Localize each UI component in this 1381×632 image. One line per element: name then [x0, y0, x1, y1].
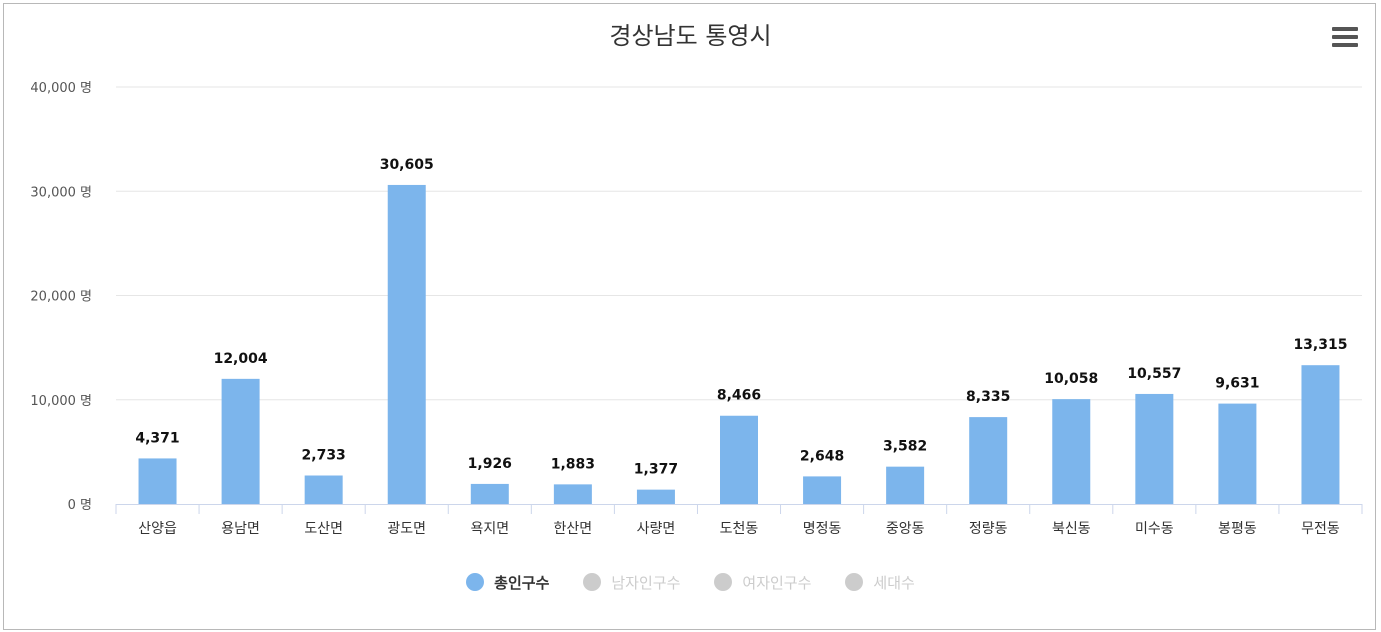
chart-frame — [3, 3, 1376, 630]
bar — [387, 184, 426, 504]
data-label: 30,605 — [380, 157, 434, 173]
bar — [886, 466, 925, 504]
bar — [636, 489, 675, 504]
bar — [1052, 399, 1091, 504]
data-label: 1,883 — [551, 456, 595, 472]
legend-label: 세대수 — [873, 573, 915, 592]
legend-item[interactable]: 여자인구수 — [714, 572, 811, 593]
hamburger-icon-line — [1332, 27, 1358, 31]
x-category-label: 중앙동 — [886, 521, 925, 537]
legend-marker-icon — [714, 573, 733, 591]
data-label: 1,926 — [468, 456, 512, 472]
y-tick-label: 10,000 명 — [30, 394, 92, 409]
x-category-label: 욕지면 — [470, 521, 509, 537]
y-tick-label: 40,000 명 — [30, 81, 92, 96]
data-label: 12,004 — [214, 351, 268, 367]
x-category-label: 용남면 — [221, 521, 260, 537]
data-label: 10,058 — [1044, 371, 1098, 387]
x-category-label: 광도면 — [387, 521, 426, 537]
x-category-label: 사량면 — [637, 521, 676, 537]
legend-label: 여자인구수 — [742, 573, 812, 592]
legend-item[interactable]: 세대수 — [845, 572, 915, 593]
bar — [138, 458, 177, 504]
bar — [969, 417, 1008, 504]
chart-menu-button[interactable] — [1328, 24, 1360, 52]
bar — [720, 415, 758, 504]
legend: 총인구수 남자인구수 여자인구수 세대수 — [0, 568, 1381, 596]
data-label: 10,557 — [1127, 366, 1181, 382]
data-label: 8,466 — [717, 388, 761, 404]
legend-label: 남자인구수 — [611, 573, 681, 592]
x-category-label: 한산면 — [554, 521, 593, 537]
y-tick-label: 30,000 명 — [30, 185, 92, 200]
bar — [1301, 365, 1340, 504]
x-category-label: 미수동 — [1135, 521, 1174, 537]
bar — [1135, 393, 1174, 504]
bar — [221, 378, 260, 504]
bar — [470, 483, 509, 504]
legend-item[interactable]: 남자인구수 — [583, 572, 680, 593]
bar — [553, 484, 592, 504]
legend-item[interactable]: 총인구수 — [466, 572, 549, 593]
hamburger-icon-line — [1332, 35, 1358, 39]
x-category-label: 무전동 — [1301, 521, 1340, 537]
data-label: 8,335 — [966, 389, 1010, 405]
legend-marker-icon — [845, 573, 864, 591]
bar — [304, 475, 343, 504]
chart-title: 경상남도 통영시 — [609, 22, 772, 50]
data-label: 9,631 — [1215, 376, 1259, 392]
x-category-label: 북신동 — [1052, 521, 1091, 537]
bar — [1218, 403, 1257, 504]
legend-marker-icon — [583, 573, 602, 591]
x-category-label: 산양읍 — [138, 521, 177, 537]
x-category-label: 봉평동 — [1218, 521, 1257, 537]
y-tick-label: 0 명 — [68, 498, 92, 513]
x-category-label: 도산면 — [304, 521, 343, 537]
data-label: 13,315 — [1293, 337, 1347, 353]
legend-label: 총인구수 — [494, 573, 550, 592]
x-category-label: 명정동 — [803, 521, 842, 537]
data-label: 1,377 — [634, 462, 678, 478]
hamburger-icon-line — [1332, 43, 1358, 47]
data-label: 3,582 — [883, 439, 927, 455]
y-tick-label: 20,000 명 — [30, 290, 92, 305]
x-category-label: 정량동 — [969, 521, 1008, 537]
bar — [803, 476, 842, 504]
data-label: 2,733 — [302, 448, 346, 464]
legend-marker-icon — [466, 573, 485, 591]
x-category-label: 도천동 — [720, 521, 759, 537]
data-label: 4,371 — [135, 430, 179, 446]
data-label: 2,648 — [800, 448, 844, 464]
